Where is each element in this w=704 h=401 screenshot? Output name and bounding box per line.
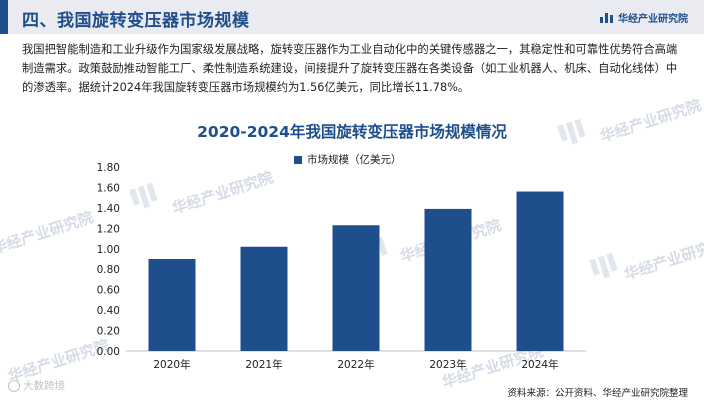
footer-logo-icon	[8, 379, 20, 392]
y-tick-label: 1.20	[97, 223, 120, 235]
y-tick-label: 0.40	[97, 305, 120, 317]
x-tick-label: 2020年	[153, 358, 190, 371]
y-tick-label: 0.00	[97, 346, 120, 358]
legend-label: 市场规模（亿美元）	[307, 154, 402, 166]
bar	[424, 208, 472, 351]
y-tick-label: 0.60	[97, 285, 120, 297]
y-tick-label: 0.80	[97, 264, 120, 276]
y-tick-label: 1.40	[97, 203, 120, 215]
brand-name: 华经产业研究院	[618, 14, 688, 25]
header-bar	[0, 0, 704, 34]
source-note: 资料来源：公开资料、华经产业研究院整理	[507, 388, 688, 399]
y-tick-label: 1.80	[97, 162, 120, 174]
x-tick-label: 2024年	[521, 358, 558, 371]
section-title: 四、我国旋转变压器市场规模	[22, 11, 250, 31]
brand: 华经产业研究院	[600, 10, 688, 25]
y-tick-label: 1.00	[97, 244, 120, 256]
chart-legend: 市场规模（亿美元）	[294, 152, 402, 167]
y-tick-label: 0.20	[97, 326, 120, 338]
legend-swatch	[294, 155, 302, 164]
chart-title: 2020-2024年我国旋转变压器市场规模情况	[197, 123, 507, 141]
footer-logo-text: 大数跨境	[23, 380, 65, 392]
bar	[240, 246, 288, 351]
x-tick-label: 2022年	[337, 358, 374, 371]
bar	[516, 191, 564, 351]
x-tick-label: 2021年	[245, 358, 282, 371]
bar	[148, 259, 196, 351]
intro-paragraph: 我国把智能制造和工业升级作为国家级发展战略，旋转变压器作为工业自动化中的关键传感…	[22, 43, 678, 94]
footer-logo: 大数跨境	[8, 378, 65, 393]
x-tick-label: 2023年	[429, 358, 466, 371]
brand-logo-icon	[600, 12, 613, 23]
header-accent	[0, 0, 8, 34]
bar	[332, 225, 380, 351]
y-tick-label: 1.60	[97, 182, 120, 194]
